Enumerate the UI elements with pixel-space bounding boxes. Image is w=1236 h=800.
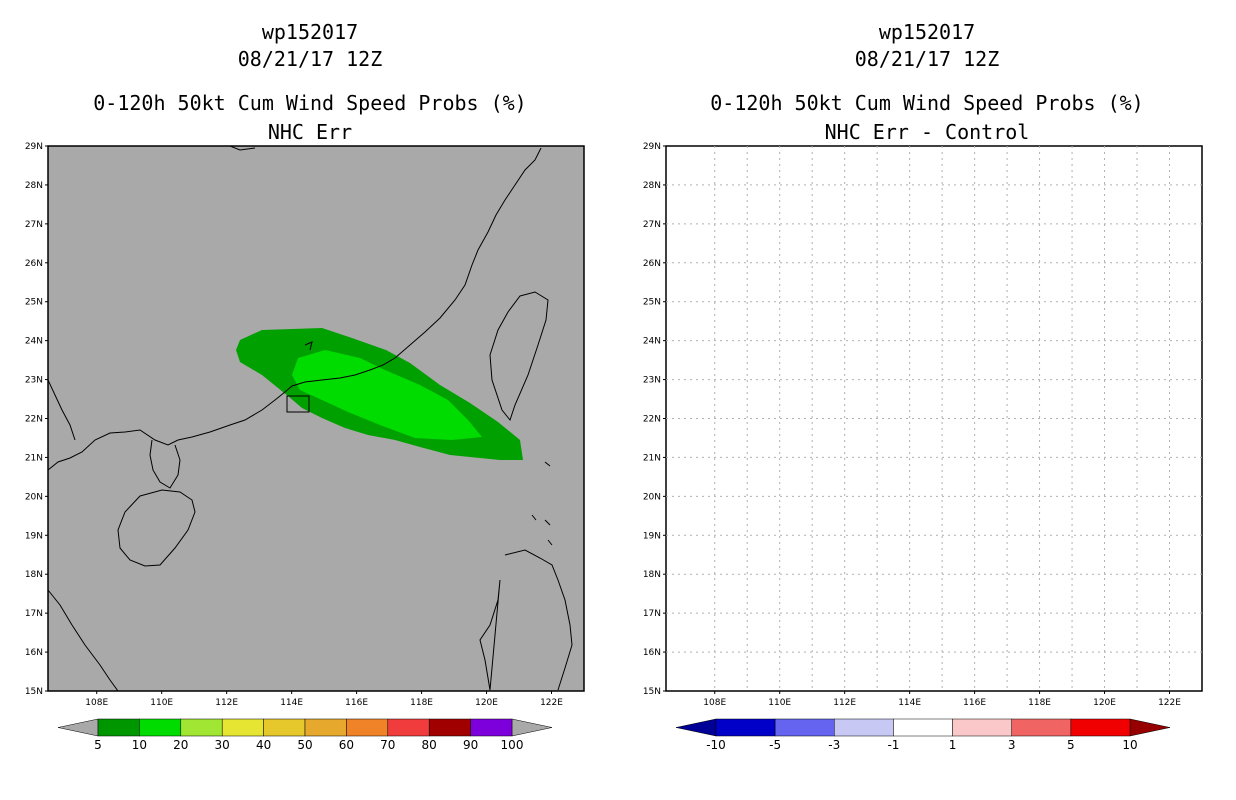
left-y-tick-label: 15N — [25, 687, 43, 697]
right-colorbar-swatch — [1011, 718, 1072, 737]
left-subtitle-run: NHC Err — [267, 120, 353, 144]
left-y-tick-label: 20N — [25, 492, 43, 502]
right-colorbar-swatch — [774, 718, 835, 737]
left-y-tick-label: 17N — [25, 609, 43, 619]
right-subtitle-run: NHC Err - Control — [824, 120, 1030, 144]
left-y-tick-label: 29N — [25, 142, 43, 152]
left-x-tick-label: 116E — [345, 698, 368, 708]
right-colorbar-swatch — [1070, 718, 1131, 737]
right-y-tick-label: 16N — [643, 648, 661, 658]
left-y-tick-label: 23N — [25, 376, 43, 386]
left-colorbar-label: 5 — [94, 738, 102, 752]
left-x-tick-label: 112E — [215, 698, 238, 708]
left-y-axis: 15N 16N 17N 18N 19N 20N 21N 22N 23N 24N 25N 26N 27N 2… — [25, 142, 48, 697]
left-coastlines — [48, 146, 573, 691]
left-colorbar-label: 40 — [256, 738, 271, 752]
right-y-tick-label: 24N — [643, 337, 661, 347]
left-y-tick-label: 27N — [25, 220, 43, 230]
right-y-tick-label: 28N — [643, 181, 661, 191]
left-x-tick-label: 122E — [540, 698, 563, 708]
right-x-tick-label: 120E — [1093, 698, 1116, 708]
right-colorbar-over-arrow — [1129, 718, 1171, 737]
right-x-tick-label: 116E — [963, 698, 986, 708]
right-colorbar-label: 1 — [949, 738, 957, 752]
right-y-tick-label: 27N — [643, 220, 661, 230]
left-swath-inner — [292, 350, 482, 440]
right-x-tick-label: 110E — [768, 698, 791, 708]
left-colorbar-label: 10 — [132, 738, 147, 752]
left-colorbar-label: 80 — [422, 738, 437, 752]
left-x-tick-label: 114E — [280, 698, 303, 708]
right-y-tick-label: 19N — [643, 531, 661, 541]
right-y-tick-label: 20N — [643, 492, 661, 502]
left-x-axis: 108E 110E 112E 114E 116E 118E 120E 122E — [85, 691, 563, 708]
right-gridlines — [666, 146, 1202, 691]
left-y-tick-label: 24N — [25, 337, 43, 347]
left-colorbar-label: 60 — [339, 738, 354, 752]
right-y-tick-label: 15N — [643, 687, 661, 697]
right-colorbar-swatch — [715, 718, 776, 737]
right-title-storm: wp152017 — [878, 20, 976, 44]
right-subtitle-product: 0-120h 50kt Cum Wind Speed Probs (%) — [710, 91, 1144, 115]
left-y-tick-label: 16N — [25, 648, 43, 658]
left-colorbar-label: 70 — [380, 738, 395, 752]
right-x-axis: 108E 110E 112E 114E 116E 118E 120E 122E — [703, 691, 1181, 708]
right-x-tick-label: 122E — [1158, 698, 1181, 708]
left-title-date: 08/21/17 12Z — [237, 47, 383, 71]
left-y-tick-label: 22N — [25, 415, 43, 425]
left-title-storm: wp152017 — [261, 20, 359, 44]
left-y-tick-label: 26N — [25, 259, 43, 269]
left-y-tick-label: 19N — [25, 531, 43, 541]
left-colorbar-label: 50 — [297, 738, 312, 752]
right-y-tick-label: 23N — [643, 376, 661, 386]
right-title-date: 08/21/17 12Z — [854, 47, 1000, 71]
left-colorbar-label: 20 — [173, 738, 188, 752]
right-y-axis: 15N 16N 17N 18N 19N 20N 21N 22N 23N 24N 25N 26N 27N 2… — [643, 142, 666, 697]
left-x-tick-label: 110E — [150, 698, 173, 708]
right-colorbar-under-arrow — [675, 718, 717, 737]
right-colorbar-label: -10 — [706, 738, 726, 752]
right-colorbar-label: -3 — [828, 738, 840, 752]
left-colorbar-label: 100 — [501, 738, 524, 752]
right-colorbar-label: 3 — [1008, 738, 1016, 752]
left-x-tick-label: 120E — [475, 698, 498, 708]
left-subtitle-product: 0-120h 50kt Cum Wind Speed Probs (%) — [93, 91, 527, 115]
right-colorbar-swatch — [952, 718, 1012, 737]
right-y-tick-label: 22N — [643, 415, 661, 425]
left-y-tick-label: 21N — [25, 453, 43, 463]
right-x-tick-label: 114E — [898, 698, 921, 708]
left-colorbar: 5 10 20 30 40 50 60 70 80 90 100 — [57, 718, 553, 752]
left-x-tick-label: 108E — [85, 698, 108, 708]
right-colorbar: -10 -5 -3 -1 1 3 5 10 — [675, 718, 1171, 752]
right-x-tick-label: 118E — [1028, 698, 1051, 708]
right-y-tick-label: 29N — [643, 142, 661, 152]
left-y-tick-label: 28N — [25, 181, 43, 191]
right-colorbar-label: -5 — [769, 738, 781, 752]
right-colorbar-swatch — [893, 718, 953, 737]
left-map-background — [47, 145, 585, 692]
right-colorbar-label: 10 — [1122, 738, 1137, 752]
right-y-tick-label: 18N — [643, 570, 661, 580]
right-y-tick-label: 17N — [643, 609, 661, 619]
left-y-tick-label: 25N — [25, 298, 43, 308]
right-y-tick-label: 21N — [643, 453, 661, 463]
right-y-tick-label: 25N — [643, 298, 661, 308]
right-y-tick-label: 26N — [643, 259, 661, 269]
right-colorbar-swatch — [834, 718, 894, 737]
right-map-background — [665, 145, 1203, 692]
right-x-tick-label: 112E — [833, 698, 856, 708]
left-colorbar-swatch — [470, 718, 513, 737]
right-colorbar-label: 5 — [1067, 738, 1075, 752]
left-x-tick-label: 118E — [410, 698, 433, 708]
right-x-tick-label: 108E — [703, 698, 726, 708]
left-y-tick-label: 18N — [25, 570, 43, 580]
left-colorbar-label: 90 — [463, 738, 478, 752]
left-colorbar-label: 30 — [215, 738, 230, 752]
right-colorbar-label: -1 — [887, 738, 899, 752]
